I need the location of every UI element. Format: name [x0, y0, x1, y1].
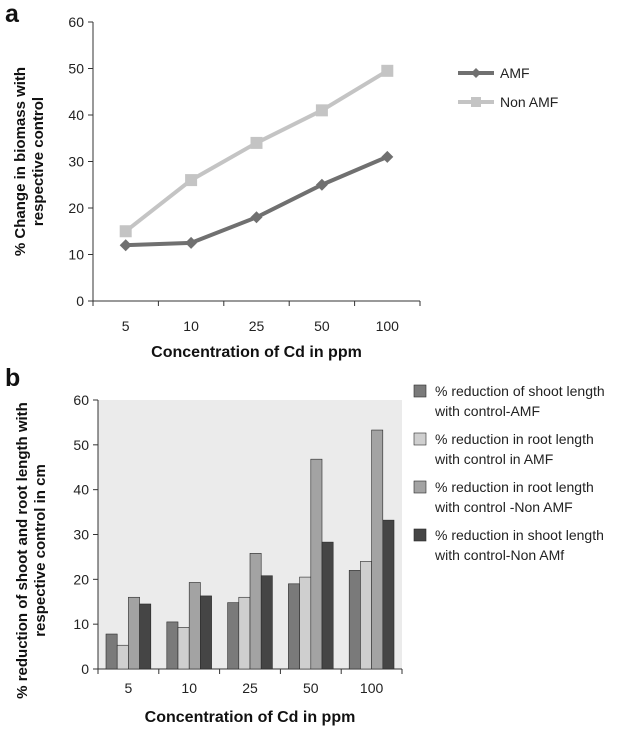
x-tick-label: 25: [249, 318, 265, 334]
panel-label-b: b: [5, 364, 20, 392]
bar-4-5: [139, 603, 152, 670]
y-tick-label: 0: [76, 293, 84, 309]
y-axis-title-line: respective control: [30, 97, 47, 226]
legend-label: with control in AMF: [434, 451, 553, 467]
x-tick-label: 10: [181, 680, 197, 696]
bar-4-100: [382, 519, 395, 670]
y-tick-label: 30: [68, 154, 84, 170]
legend-swatch: [413, 528, 427, 542]
bar-4-50: [321, 541, 334, 670]
legend-marker: [471, 97, 481, 107]
y-tick-label: 60: [68, 14, 84, 30]
bar-2-50: [299, 576, 312, 670]
legend-label: with control-AMF: [434, 403, 540, 419]
y-tick-label: 50: [73, 437, 89, 453]
panel-a: a 0 10 20 30 40 50 60 5 10 25 50 100 Concentration of…: [5, 0, 558, 361]
y-axis-title: % reduction of shoot and root length wit…: [14, 402, 49, 699]
y-tick-label: 60: [73, 392, 89, 408]
y-axis-title-line: respective control in cm: [32, 464, 49, 637]
y-tick-label: 20: [68, 200, 84, 216]
bar-4-25: [260, 575, 273, 670]
legend-label: AMF: [500, 65, 530, 81]
y-tick-label: 10: [73, 616, 89, 632]
legend-label: with control-Non AMf: [434, 547, 564, 563]
data-point: [381, 150, 394, 163]
bar-3-50: [310, 458, 323, 670]
data-point: [315, 178, 328, 191]
bar-1-100: [348, 570, 361, 670]
y-axis-title-line: % Change in biomass with: [12, 67, 29, 256]
x-tick-label: 5: [122, 318, 130, 334]
legend-swatch: [413, 480, 427, 494]
bar-3-5: [128, 596, 140, 670]
data-point: [185, 174, 198, 187]
bar-4-10: [200, 595, 212, 670]
data-point: [185, 236, 198, 249]
y-tick-label: 40: [73, 482, 89, 498]
y-tick-label: 30: [73, 527, 89, 543]
data-point: [250, 136, 263, 149]
bar-2-100: [360, 561, 372, 670]
legend-label: % reduction in root length: [435, 431, 594, 447]
bar-1-50: [288, 583, 300, 670]
data-point: [119, 239, 132, 252]
legend-swatch: [413, 384, 427, 398]
legend-label: Non AMF: [500, 94, 558, 110]
legend-swatch: [413, 432, 427, 446]
x-tick-label: 100: [360, 680, 384, 696]
panel-label-a: a: [5, 0, 20, 28]
y-axis-title-line: % reduction of shoot and root length wit…: [14, 402, 31, 699]
data-point: [250, 211, 263, 224]
bar-3-10: [188, 582, 201, 670]
legend-label: % reduction in root length: [435, 479, 594, 495]
bar-2-25: [238, 596, 251, 670]
y-tick-label: 50: [68, 61, 84, 77]
bar-3-100: [371, 429, 384, 670]
data-point: [119, 225, 132, 238]
y-tick-label: 40: [68, 107, 84, 123]
bar-2-5: [116, 644, 129, 670]
bar-3-25: [249, 553, 262, 670]
y-axis-title: % Change in biomass withrespective contr…: [12, 67, 47, 256]
x-tick-label: 25: [242, 680, 258, 696]
legend-label: % reduction in shoot length: [435, 527, 604, 543]
bar-1-25: [227, 602, 240, 670]
x-tick-label: 5: [125, 680, 133, 696]
x-tick-label: 50: [314, 318, 330, 334]
data-point: [381, 64, 394, 77]
y-tick-label: 10: [68, 247, 84, 263]
y-tick-label: 0: [81, 661, 89, 677]
legend-label: with control -Non AMF: [434, 499, 573, 515]
data-point: [315, 104, 328, 117]
legend-marker: [471, 68, 481, 78]
legend-label: % reduction of shoot length: [435, 383, 605, 399]
bar-1-10: [166, 621, 179, 670]
x-axis-title: Concentration of Cd in ppm: [151, 344, 362, 361]
y-tick-label: 20: [73, 571, 89, 587]
bar-2-10: [177, 627, 190, 670]
series-line-non-amf: [124, 69, 389, 233]
bar-1-5: [105, 633, 118, 670]
x-tick-label: 50: [303, 680, 319, 696]
x-axis-title: Concentration of Cd in ppm: [145, 709, 356, 726]
x-tick-label: 100: [376, 318, 400, 334]
x-tick-label: 10: [183, 318, 199, 334]
